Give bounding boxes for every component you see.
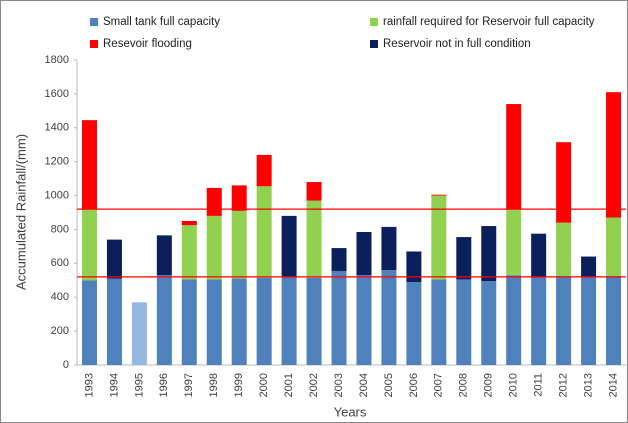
- bar-segment: [406, 251, 422, 282]
- x-tick-label: 1995: [133, 373, 145, 397]
- bar-segment: [181, 279, 197, 365]
- bar-segment: [231, 210, 247, 279]
- bar-segment: [156, 275, 172, 365]
- legend-swatch: [370, 40, 378, 48]
- legend-label: Small tank full capacity: [103, 16, 220, 28]
- x-tick-label: 2011: [533, 373, 545, 397]
- x-tick-label: 1998: [208, 373, 220, 397]
- bar-segment: [531, 277, 547, 365]
- bar-segment: [381, 226, 397, 271]
- bar-segment: [206, 279, 222, 365]
- bar-segment: [581, 256, 597, 277]
- bar-segment: [331, 248, 347, 271]
- bar-segment: [306, 277, 322, 365]
- bar-segment: [281, 277, 297, 365]
- bar-segment: [256, 154, 272, 187]
- x-tick-label: 2008: [458, 373, 470, 397]
- legend-label: Resevoir flooding: [103, 38, 192, 50]
- x-tick-label: 1994: [108, 373, 120, 397]
- legend-label: rainfall required for Reservoir full cap…: [383, 16, 595, 28]
- bar-segment: [431, 195, 447, 280]
- bar-segment: [456, 279, 472, 365]
- legend: Small tank full capacity rainfall require…: [90, 16, 595, 50]
- x-tick-label: 2000: [258, 373, 270, 397]
- bar-segment: [206, 187, 222, 216]
- x-tick-label: 2001: [283, 373, 295, 397]
- y-tick-label: 1200: [45, 156, 69, 168]
- bar-segment: [406, 281, 422, 365]
- bar-segment: [181, 225, 197, 280]
- bar-segment: [431, 279, 447, 365]
- bar-segment: [556, 142, 572, 223]
- y-tick-label: 0: [63, 359, 69, 371]
- y-tick-label: 800: [51, 223, 69, 235]
- legend-swatch: [370, 18, 378, 26]
- x-tick-label: 2014: [607, 373, 619, 397]
- bar-segment: [331, 270, 347, 365]
- y-tick-label: 600: [51, 257, 69, 269]
- y-tick-label: 1800: [45, 54, 69, 66]
- bar-segment: [356, 231, 372, 276]
- bar-segment: [131, 302, 147, 365]
- bar-segment: [306, 200, 322, 278]
- bar-segment: [506, 275, 522, 365]
- y-axis-label: Accumulated Rainfall/(mm): [13, 134, 28, 290]
- bar-segment: [206, 215, 222, 280]
- bar-segment: [181, 220, 197, 226]
- legend-swatch: [90, 40, 98, 48]
- y-tick-label: 400: [51, 291, 69, 303]
- y-tick-label: 1000: [45, 189, 69, 201]
- x-tick-label: 1996: [158, 373, 170, 397]
- x-tick-label: 2007: [433, 373, 445, 397]
- x-tick-label: 2003: [333, 373, 345, 397]
- bar-segment: [256, 186, 272, 278]
- bar-segment: [606, 92, 622, 218]
- x-tick-label: 2010: [508, 373, 520, 397]
- y-tick-label: 1600: [45, 88, 69, 100]
- bar-segment: [156, 235, 172, 276]
- bar-segment: [606, 217, 622, 277]
- bar-segment: [106, 278, 122, 365]
- x-axis-label: Years: [334, 404, 367, 419]
- bar-segment: [506, 209, 522, 276]
- bar-segment: [81, 120, 97, 210]
- bar-segment: [281, 215, 297, 278]
- x-tick-label: 1999: [233, 373, 245, 397]
- x-tick-label: 2002: [308, 373, 320, 397]
- x-tick-label: 2012: [558, 373, 570, 397]
- bar-segment: [381, 270, 397, 365]
- y-tick-label: 1400: [45, 122, 69, 134]
- bar-segment: [431, 194, 447, 196]
- bar-segment: [231, 185, 247, 211]
- x-tick-label: 2004: [358, 373, 370, 397]
- x-tick-label: 2006: [408, 373, 420, 397]
- bar-segment: [556, 222, 572, 277]
- bar-segment: [256, 277, 272, 365]
- bar-segment: [556, 276, 572, 365]
- bar-segment: [356, 275, 372, 365]
- bar-segment: [481, 281, 497, 365]
- bar-segment: [231, 278, 247, 365]
- x-tick-label: 1993: [83, 373, 95, 397]
- bar-segment: [481, 226, 497, 282]
- bar-segment: [581, 276, 597, 365]
- y-tick-label: 200: [51, 325, 69, 337]
- legend-swatch: [90, 18, 98, 26]
- bar-segment: [506, 104, 522, 210]
- x-tick-label: 2005: [383, 373, 395, 397]
- x-tick-label: 2013: [582, 373, 594, 397]
- bar-segment: [81, 209, 97, 281]
- bar-segment: [306, 182, 322, 201]
- bar-segment: [81, 280, 97, 365]
- bar-segment: [606, 276, 622, 365]
- x-tick-label: 1997: [183, 373, 195, 397]
- bar-segment: [106, 239, 122, 279]
- legend-label: Reservoir not in full condition: [383, 38, 531, 50]
- x-tick-label: 2009: [483, 373, 495, 397]
- bar-segment: [456, 237, 472, 280]
- bar-segment: [531, 233, 547, 278]
